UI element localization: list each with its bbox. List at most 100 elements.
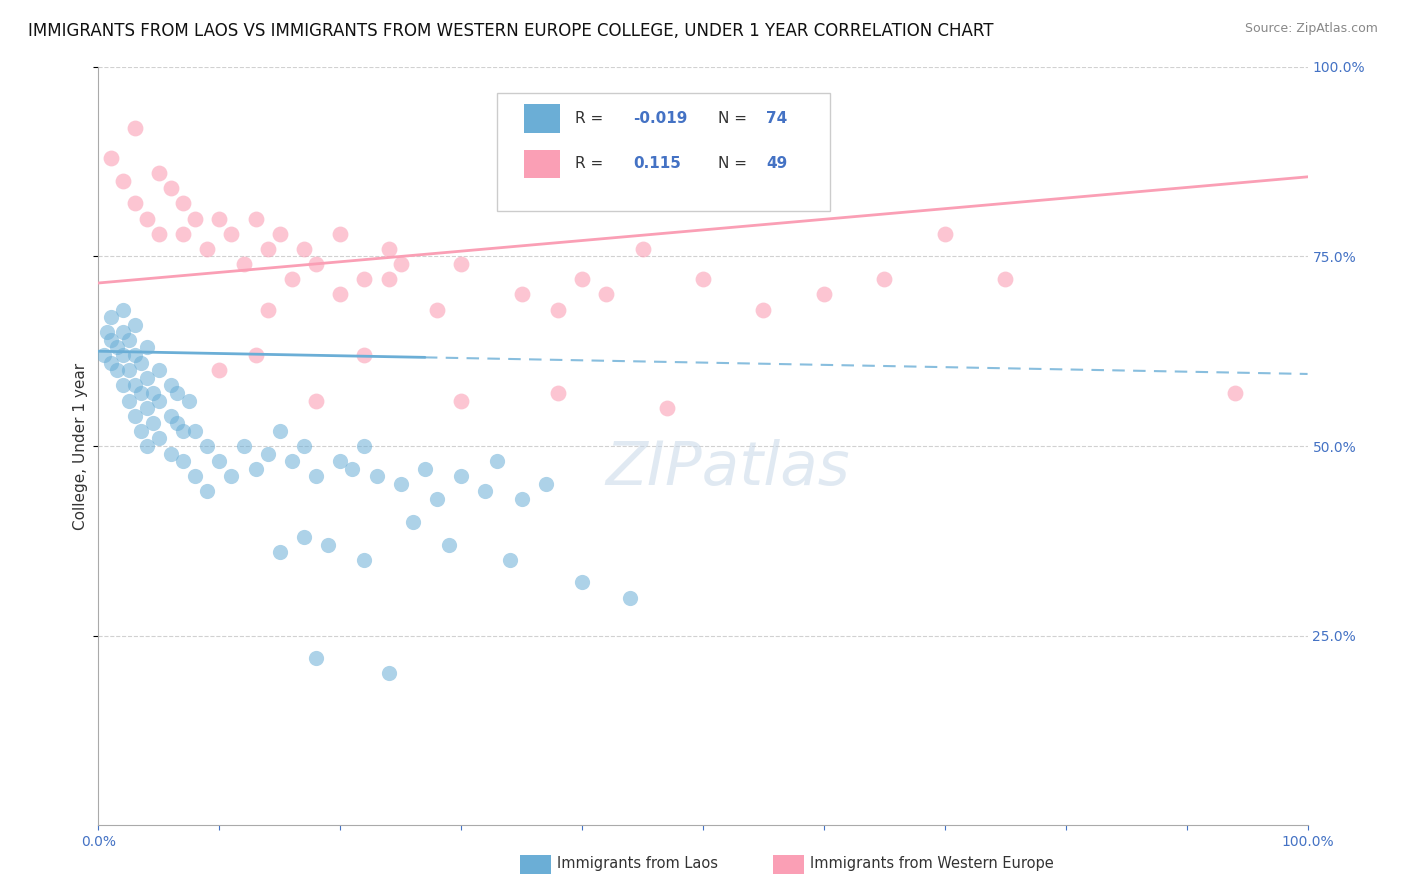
Point <box>329 454 352 468</box>
Point <box>305 651 328 665</box>
Point <box>135 340 157 354</box>
Point <box>100 333 122 347</box>
Point <box>129 386 152 401</box>
Point <box>172 424 194 438</box>
Point <box>111 325 134 339</box>
Point <box>269 424 291 438</box>
Point <box>148 166 170 180</box>
Point <box>118 363 141 377</box>
Point <box>316 537 339 551</box>
Point <box>105 340 128 354</box>
Point <box>281 272 304 286</box>
Point <box>450 469 472 483</box>
Point <box>437 537 460 551</box>
Text: 0.115: 0.115 <box>633 156 681 171</box>
Point <box>631 242 654 256</box>
Point <box>184 424 207 438</box>
Point <box>135 371 157 385</box>
Point <box>547 386 569 401</box>
Point <box>195 242 218 256</box>
Point <box>172 196 194 211</box>
Point <box>413 462 436 476</box>
Point <box>93 348 115 362</box>
Text: R =: R = <box>575 111 603 126</box>
Point <box>129 424 152 438</box>
Text: Source: ZipAtlas.com: Source: ZipAtlas.com <box>1244 22 1378 36</box>
Point <box>389 257 412 271</box>
Point <box>124 318 146 332</box>
Point <box>305 393 328 408</box>
Point <box>184 211 207 226</box>
Point <box>111 302 134 317</box>
Text: Immigrants from Western Europe: Immigrants from Western Europe <box>810 856 1053 871</box>
Point <box>256 446 278 460</box>
Point <box>353 439 375 453</box>
Text: Immigrants from Laos: Immigrants from Laos <box>557 856 718 871</box>
Point <box>571 575 593 590</box>
Point <box>245 462 267 476</box>
Point <box>142 416 165 430</box>
Text: N =: N = <box>717 111 747 126</box>
Point <box>1223 386 1246 401</box>
Point <box>221 227 243 241</box>
Point <box>100 310 122 325</box>
Point <box>148 432 170 446</box>
Point <box>752 302 775 317</box>
Point <box>111 378 134 392</box>
Point <box>100 151 122 165</box>
Point <box>111 348 134 362</box>
Text: ZIPatlas: ZIPatlas <box>605 439 849 499</box>
Point <box>366 469 388 483</box>
Point <box>510 492 533 507</box>
Point <box>160 446 183 460</box>
Point <box>160 181 183 195</box>
Point <box>135 211 157 226</box>
Point <box>813 287 835 301</box>
Point <box>195 484 218 499</box>
Point <box>232 439 254 453</box>
Point <box>353 348 375 362</box>
Point <box>305 257 328 271</box>
Text: IMMIGRANTS FROM LAOS VS IMMIGRANTS FROM WESTERN EUROPE COLLEGE, UNDER 1 YEAR COR: IMMIGRANTS FROM LAOS VS IMMIGRANTS FROM … <box>28 22 994 40</box>
Point <box>208 211 231 226</box>
Point <box>486 454 509 468</box>
Text: 74: 74 <box>766 111 787 126</box>
Point <box>571 272 593 286</box>
Point <box>160 409 183 423</box>
Point <box>124 348 146 362</box>
Point <box>179 393 201 408</box>
Point <box>269 227 291 241</box>
Point <box>426 302 449 317</box>
Point <box>292 439 315 453</box>
Point <box>873 272 896 286</box>
Point <box>329 227 352 241</box>
Point <box>474 484 496 499</box>
Point <box>292 530 315 544</box>
FancyBboxPatch shape <box>498 94 830 211</box>
Point <box>402 515 425 529</box>
Point <box>547 302 569 317</box>
Point <box>195 439 218 453</box>
Point <box>692 272 714 286</box>
Point <box>118 393 141 408</box>
Point <box>124 120 146 135</box>
Text: R =: R = <box>575 156 603 171</box>
Point <box>595 287 617 301</box>
Point <box>100 356 122 370</box>
Point <box>377 242 399 256</box>
Point <box>450 393 472 408</box>
Point <box>118 333 141 347</box>
Point <box>269 545 291 559</box>
Point <box>135 439 157 453</box>
Point <box>498 552 520 567</box>
Point <box>305 469 328 483</box>
Point <box>389 476 412 491</box>
Point <box>124 409 146 423</box>
Point <box>934 227 956 241</box>
Point <box>208 454 231 468</box>
Y-axis label: College, Under 1 year: College, Under 1 year <box>73 362 89 530</box>
Point <box>166 386 188 401</box>
Point <box>208 363 231 377</box>
Point <box>124 196 146 211</box>
Text: -0.019: -0.019 <box>633 111 688 126</box>
